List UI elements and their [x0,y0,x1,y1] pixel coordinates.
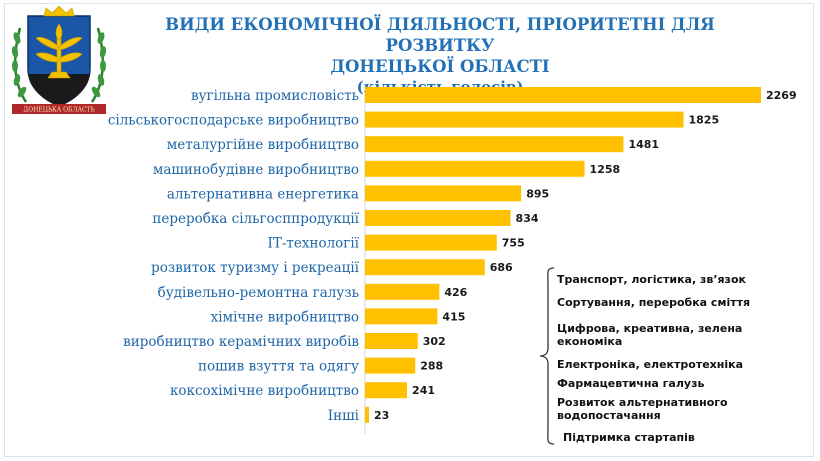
bar-11 [365,357,416,374]
bar-1 [365,111,684,128]
laurel-wreath-icon [11,27,107,103]
value-label-9: 415 [442,310,465,323]
bar-0 [365,87,761,103]
value-label-7: 686 [490,261,513,274]
category-label-1: сільськогосподарське виробництво [108,113,359,129]
value-label-2: 1481 [628,138,659,151]
category-label-2: металургійне виробництво [167,137,359,153]
category-label-12: коксохімічне виробництво [170,383,359,399]
bar-8 [365,283,440,300]
category-label-5: переробка сільгосппродукції [152,211,359,227]
value-label-4: 895 [526,187,549,200]
title-line-2: ДОНЕЦЬКОЇ ОБЛАСТІ [330,57,550,76]
slide-frame [4,3,814,457]
note-item: Розвиток альтернативного водопостачання [557,396,728,422]
value-label-8: 426 [444,286,467,299]
bar-13 [365,406,370,423]
bar-5 [365,210,511,226]
category-label-13: Інші [328,408,360,424]
category-label-8: будівельно-ремонтна галузь [158,285,359,301]
bar-9 [365,308,438,325]
golden-tree-icon [35,23,83,79]
category-label-3: машинобудівне виробництво [153,162,359,178]
value-label-12: 241 [412,384,435,397]
bar-4 [365,185,522,202]
bar-12 [365,382,408,399]
bracket-icon [539,267,555,445]
value-label-0: 2269 [766,89,797,102]
note-item: Сортування, переробка сміття [557,296,751,309]
category-label-7: розвиток туризму і рекреації [151,260,360,276]
category-label-10: виробництво керамічних виробів [123,334,359,350]
bar-3 [365,160,585,177]
note-item: Електроніка, електротехніка [557,358,744,371]
value-label-1: 1825 [689,114,720,127]
category-label-4: альтернативна енергетика [167,186,359,202]
note-item: Підтримка стартапів [563,431,695,444]
bar-2 [365,136,624,153]
bar-6 [365,234,497,251]
emblem-ribbon-text: ДОНЕЦЬКА ОБЛАСТЬ [23,107,94,114]
category-label-9: хімічне виробництво [211,309,359,325]
category-label-6: ІТ-технології [267,236,359,252]
bar-7 [365,259,485,276]
note-item: Транспорт, логістика, зв’язок [557,273,746,286]
value-label-3: 1258 [590,163,621,176]
bar-10 [365,333,418,349]
category-label-0: вугільна промисловість [191,88,359,104]
value-label-13: 23 [374,409,389,422]
note-item: Цифрова, креативна, зелена економіка [557,322,743,348]
value-label-11: 288 [420,360,443,373]
value-label-6: 755 [502,237,525,250]
category-label-11: пошив взуття та одягу [198,359,359,375]
note-item: Фармацевтична галузь [557,377,705,390]
title-line-1: ВИДИ ЕКОНОМІЧНОЇ ДІЯЛЬНОСТІ, ПРІОРИТЕТНІ… [165,15,715,55]
donetsk-oblast-emblem-icon: ДОНЕЦЬКА ОБЛАСТЬ [11,6,107,114]
value-label-5: 834 [516,212,539,225]
value-label-10: 302 [423,335,446,348]
